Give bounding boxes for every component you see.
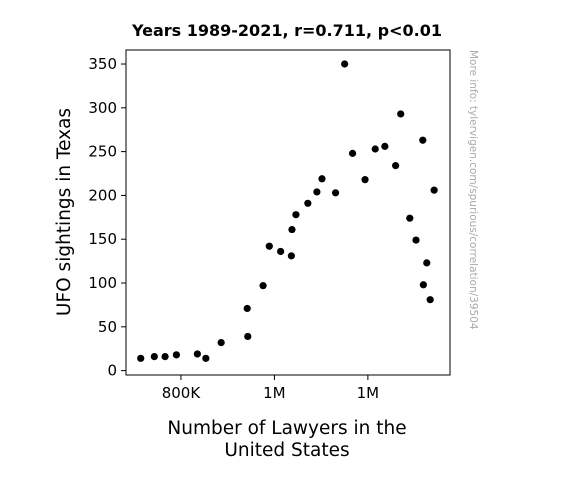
data-point-27 (406, 214, 414, 222)
data-point-22 (361, 176, 369, 184)
data-point-1 (137, 354, 145, 362)
plot-area: 800K 1M 1M 0 50 100 150 200 250 300 350 (88, 49, 451, 402)
x-axis-label-line-2: United States (224, 440, 349, 461)
data-point-4 (172, 351, 181, 359)
x-axis-ticks: 800K 1M 1M (162, 375, 379, 402)
data-point-13 (287, 252, 295, 260)
y-tick-label-5: 200 (88, 186, 117, 204)
data-point-6 (202, 354, 210, 362)
y-tick-label-1: 0 (107, 362, 117, 380)
data-point-12 (277, 247, 285, 256)
data-point-17 (313, 188, 321, 196)
data-point-18 (318, 175, 326, 183)
data-point-5 (193, 350, 201, 358)
x-tick-label-3: 1M (357, 384, 380, 402)
data-point-20 (341, 60, 349, 68)
data-point-11 (265, 242, 273, 250)
data-point-3 (161, 353, 169, 361)
data-point-7 (217, 338, 225, 347)
y-axis-ticks: 0 50 100 150 200 250 300 350 (88, 55, 126, 380)
y-axis-label: UFO sightings in Texas (54, 108, 75, 316)
data-point-10 (259, 282, 267, 290)
data-point-25 (392, 162, 400, 170)
data-point-15 (292, 211, 300, 219)
side-note: More info: tylervigen.com/spurious/corre… (467, 50, 479, 330)
y-tick-label-8: 350 (88, 55, 117, 73)
data-point-30 (419, 281, 427, 289)
data-point-21 (348, 149, 357, 157)
data-point-2 (150, 353, 158, 361)
data-point-8 (243, 304, 251, 313)
x-axis-label-line-1: Number of Lawyers in the (167, 418, 406, 439)
data-point-28 (412, 236, 420, 244)
data-point-26 (397, 110, 405, 118)
y-tick-label-4: 150 (88, 230, 117, 248)
y-tick-label-3: 100 (88, 274, 117, 292)
data-point-23 (371, 145, 379, 153)
data-point-33 (430, 186, 438, 194)
data-point-29 (419, 136, 427, 144)
data-point-31 (423, 259, 431, 267)
x-tick-label-1: 800K (162, 384, 202, 402)
plot-frame (125, 49, 451, 376)
data-point-19 (331, 189, 340, 197)
x-tick-label-2: 1M (263, 384, 286, 402)
data-point-14 (288, 225, 296, 234)
data-point-16 (304, 199, 312, 207)
data-points (137, 60, 438, 362)
chart-title: Years 1989-2021, r=0.711, p<0.01 (131, 21, 442, 40)
y-tick-label-7: 300 (88, 99, 117, 117)
data-point-24 (381, 142, 389, 150)
y-tick-label-2: 50 (98, 318, 117, 336)
data-point-32 (426, 296, 434, 304)
data-point-9 (244, 332, 252, 341)
y-tick-label-6: 250 (88, 143, 117, 161)
